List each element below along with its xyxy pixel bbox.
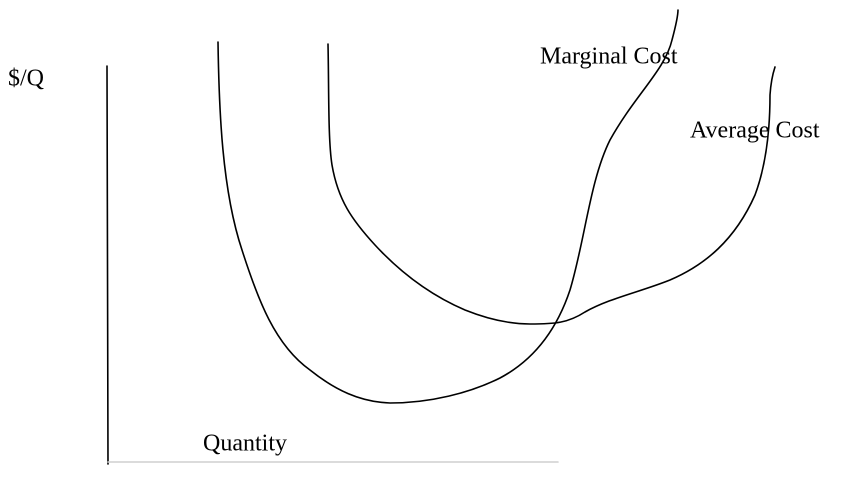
curve-label: Marginal Cost xyxy=(540,44,678,70)
y-axis-label: $/Q xyxy=(8,66,44,92)
marginal-cost-curve xyxy=(217,9,679,404)
x-axis-label: Quantity xyxy=(203,431,287,457)
average-cost-curve xyxy=(327,43,776,325)
curve-label: Average Cost xyxy=(690,118,820,144)
y-axis xyxy=(106,65,109,465)
